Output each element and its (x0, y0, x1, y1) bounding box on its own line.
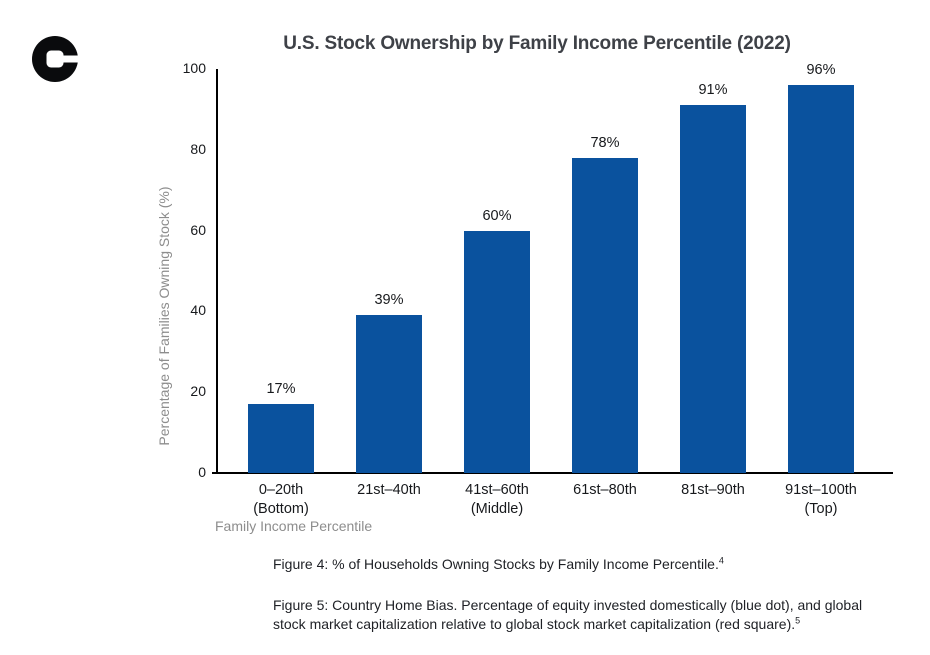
x-tick-label: 91st–100th (Top) (785, 482, 857, 517)
y-tick-label: 60 (190, 222, 206, 238)
bar-value-label: 17% (266, 381, 296, 397)
plot-area: 17% 39% 60% 78% 91% 96% (218, 62, 893, 473)
x-tick-label: 21st–40th (357, 482, 421, 498)
coinbase-logo-icon (32, 36, 78, 82)
bar-value-label: 78% (590, 135, 620, 151)
x-tick-label: 0–20th (Bottom) (253, 482, 309, 517)
bar-5 (680, 105, 746, 473)
y-tick-label: 20 (190, 383, 206, 399)
bar-value-label: 91% (698, 82, 728, 98)
figure5-text: Figure 5: Country Home Bias. Percentage … (273, 597, 863, 632)
bar-1 (248, 404, 314, 473)
y-tick-label: 40 (190, 302, 206, 318)
x-axis-line (212, 472, 893, 474)
y-tick-label: 100 (182, 60, 206, 76)
figure5-superscript: 5 (795, 615, 801, 626)
y-tick-label: 80 (190, 141, 206, 157)
x-tick-label: 41st–60th (Middle) (465, 482, 529, 517)
bar-4 (572, 158, 638, 473)
x-tick-label: 81st–90th (681, 482, 745, 498)
figure4-caption: Figure 4: % of Households Owning Stocks … (273, 555, 893, 574)
figure4-text: Figure 4: % of Households Owning Stocks … (273, 556, 719, 572)
x-tick-label: 61st–80th (573, 482, 637, 498)
chart-title: U.S. Stock Ownership by Family Income Pe… (283, 33, 791, 54)
bar-value-label: 96% (806, 62, 836, 78)
bar-3 (464, 231, 530, 473)
bar-6 (788, 85, 854, 473)
bar-value-label: 60% (482, 208, 512, 224)
bar-value-label: 39% (374, 292, 404, 308)
figure5-caption: Figure 5: Country Home Bias. Percentage … (273, 596, 893, 634)
y-tick-label: 0 (198, 464, 206, 480)
y-axis-line (216, 69, 218, 473)
bar-2 (356, 315, 422, 473)
figure4-superscript: 4 (718, 555, 724, 566)
x-axis-title: Family Income Percentile (215, 518, 373, 534)
